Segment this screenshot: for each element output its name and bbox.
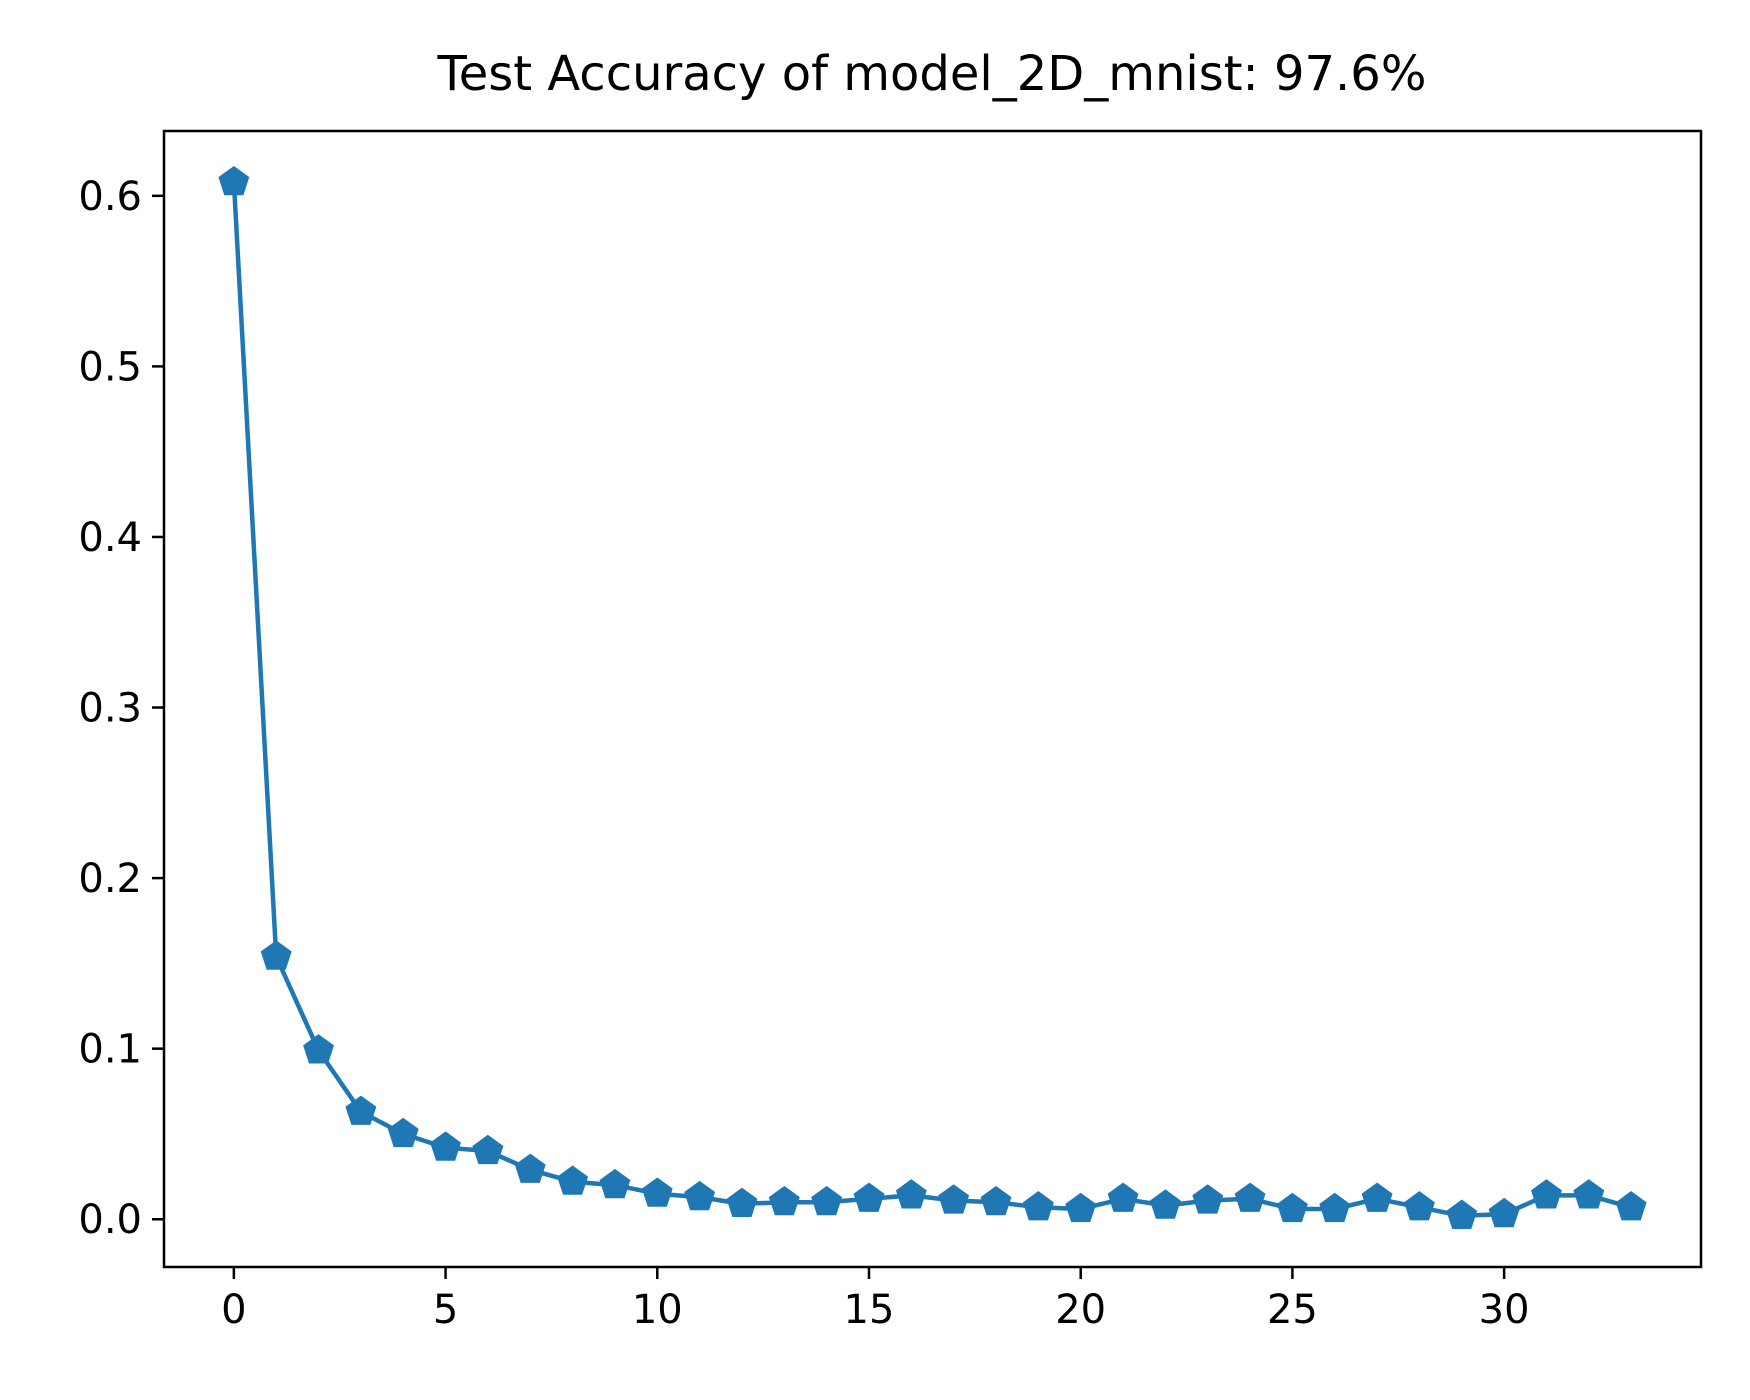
data-point bbox=[1404, 1191, 1435, 1221]
data-point bbox=[1065, 1192, 1097, 1223]
data-point bbox=[1361, 1182, 1393, 1212]
data-point bbox=[1488, 1197, 1520, 1228]
data-point bbox=[1022, 1191, 1054, 1221]
x-tick-label: 0 bbox=[221, 1287, 246, 1333]
data-point bbox=[387, 1117, 419, 1148]
data-point bbox=[1319, 1192, 1351, 1223]
plot-area: 0 5 10 15 20 25 30 0.0 0.1 0.2 0.3 0.4 0.5 0.6 bbox=[78, 129, 1703, 1333]
data-point bbox=[1446, 1199, 1478, 1229]
x-tick-label: 15 bbox=[844, 1287, 895, 1333]
data-point bbox=[726, 1187, 758, 1217]
data-point bbox=[1573, 1179, 1605, 1209]
data-point bbox=[430, 1131, 461, 1161]
y-tick-label: 0.6 bbox=[78, 174, 142, 220]
y-tick-label: 0.4 bbox=[78, 515, 142, 561]
data-point bbox=[1615, 1191, 1647, 1221]
data-point bbox=[472, 1134, 504, 1165]
data-point bbox=[641, 1177, 673, 1207]
y-tick-label: 0.2 bbox=[78, 856, 142, 902]
data-point bbox=[811, 1185, 843, 1216]
data-point bbox=[1149, 1189, 1181, 1219]
data-point bbox=[345, 1095, 377, 1125]
x-tick-label: 5 bbox=[433, 1287, 458, 1333]
y-tick-label: 0.0 bbox=[78, 1197, 142, 1243]
chart-title: Test Accuracy of model_2D_mnist: 97.6% bbox=[437, 46, 1427, 102]
series-line bbox=[231, 179, 1634, 1219]
data-point bbox=[1234, 1182, 1266, 1212]
y-tick-label: 0.3 bbox=[78, 686, 142, 732]
data-point bbox=[980, 1185, 1012, 1216]
y-tick-label: 0.1 bbox=[78, 1027, 142, 1073]
x-tick-label: 25 bbox=[1267, 1287, 1318, 1333]
x-tick-label: 20 bbox=[1055, 1287, 1106, 1333]
data-point bbox=[514, 1153, 546, 1183]
x-tick-label: 10 bbox=[632, 1287, 683, 1333]
data-point bbox=[938, 1184, 970, 1214]
data-point bbox=[1531, 1179, 1562, 1209]
y-tick-label: 0.5 bbox=[78, 344, 142, 390]
data-point bbox=[853, 1182, 885, 1212]
data-point bbox=[599, 1168, 631, 1199]
data-point bbox=[1107, 1182, 1139, 1212]
data-point bbox=[260, 940, 292, 970]
data-point bbox=[1276, 1192, 1308, 1223]
data-point bbox=[218, 165, 250, 196]
data-point bbox=[895, 1179, 927, 1209]
x-tick-label: 30 bbox=[1479, 1287, 1530, 1333]
data-point bbox=[1192, 1184, 1224, 1214]
data-point bbox=[768, 1185, 800, 1216]
data-point bbox=[684, 1180, 716, 1211]
data-point bbox=[557, 1165, 589, 1195]
axes-frame bbox=[162, 129, 1703, 1269]
data-point bbox=[303, 1034, 334, 1064]
